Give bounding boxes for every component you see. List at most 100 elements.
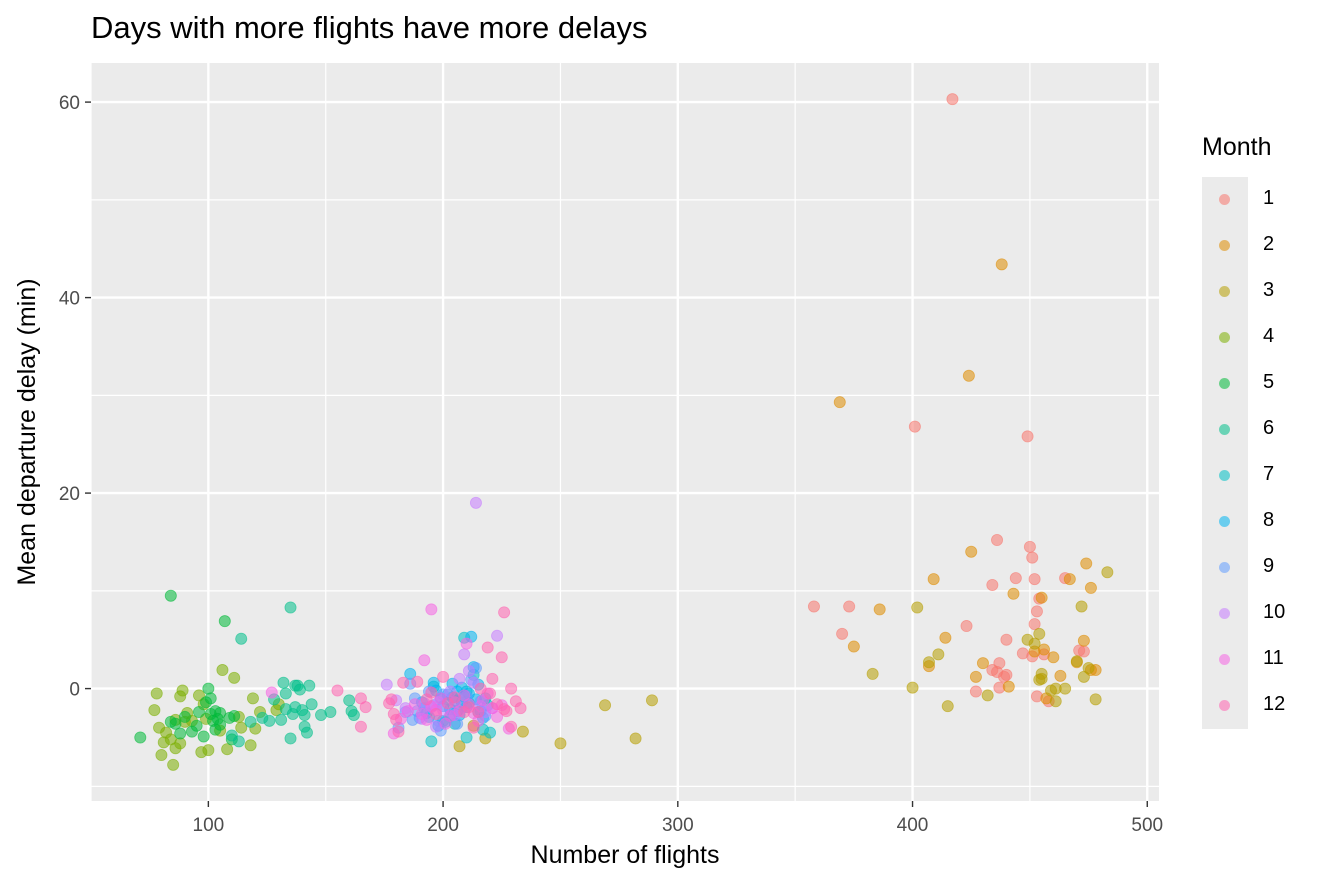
legend-key-dot (1219, 194, 1230, 205)
data-point-month-11 (418, 654, 431, 667)
legend-label: 6 (1263, 417, 1275, 439)
data-point-month-2 (1077, 634, 1090, 647)
legend-item-month-5: 5 (1202, 361, 1312, 407)
data-point-month-4 (148, 704, 161, 717)
data-point-month-2 (969, 670, 982, 683)
legend-label: 1 (1263, 187, 1275, 209)
legend-key-dot (1219, 286, 1230, 297)
data-point-month-6 (277, 676, 290, 689)
data-point-month-2 (1063, 573, 1076, 586)
data-point-month-11 (425, 603, 438, 616)
chart-title: Days with more flights have more delays (91, 10, 648, 45)
data-point-month-12 (481, 641, 494, 654)
data-point-month-10 (469, 496, 482, 509)
y-axis-ticks: 0 20 40 60 (59, 93, 91, 701)
x-tick-label: 100 (193, 815, 225, 836)
data-point-month-3 (453, 740, 466, 753)
data-point-month-12 (472, 706, 485, 719)
legend-label: 12 (1263, 693, 1286, 715)
data-point-month-2 (873, 603, 886, 616)
data-point-month-5 (164, 589, 177, 602)
data-point-month-10 (458, 648, 471, 661)
data-point-month-3 (1077, 670, 1090, 683)
data-point-month-12 (484, 687, 497, 700)
data-point-month-7 (460, 731, 473, 744)
data-point-month-4 (244, 739, 257, 752)
data-point-month-1 (1000, 633, 1013, 646)
data-point-month-12 (467, 721, 480, 734)
x-axis-title: Number of flights (531, 841, 720, 869)
data-point-month-2 (833, 396, 846, 409)
legend-key-dot (1219, 240, 1230, 251)
legend-key-background (1202, 177, 1248, 729)
data-point-month-2 (927, 573, 940, 586)
data-point-month-12 (474, 682, 487, 695)
data-point-month-2 (1007, 587, 1020, 600)
data-point-month-3 (1101, 566, 1114, 579)
data-point-month-4 (228, 671, 241, 684)
legend-label: 11 (1263, 647, 1284, 669)
data-point-month-12 (430, 708, 443, 721)
data-point-month-3 (922, 656, 935, 669)
data-point-month-6 (275, 713, 288, 726)
data-point-month-1 (1000, 668, 1013, 681)
data-point-month-11 (420, 713, 433, 726)
data-point-month-3 (1089, 693, 1102, 706)
data-point-month-12 (425, 686, 438, 699)
legend-item-month-12: 12 (1202, 683, 1312, 729)
y-tick-label: 0 (69, 680, 80, 701)
data-point-month-1 (836, 627, 849, 640)
legend-item-month-4: 4 (1202, 315, 1312, 361)
data-points (134, 93, 1114, 771)
x-tick-label: 200 (427, 815, 459, 836)
data-point-month-12 (448, 691, 461, 704)
data-point-month-12 (411, 675, 424, 688)
data-point-month-3 (1059, 682, 1072, 695)
data-point-month-11 (408, 698, 421, 711)
data-point-month-12 (486, 672, 499, 685)
grid-minor (90, 63, 1159, 801)
data-point-month-1 (969, 685, 982, 698)
data-point-month-12 (437, 670, 450, 683)
data-point-month-12 (397, 676, 410, 689)
data-point-month-1 (908, 420, 921, 433)
data-point-month-5 (169, 717, 182, 730)
data-point-month-5 (134, 731, 147, 744)
legend-item-month-8: 8 (1202, 499, 1312, 545)
legend-label: 5 (1263, 371, 1275, 393)
data-point-month-12 (498, 606, 511, 619)
data-point-month-1 (960, 620, 973, 633)
data-point-month-2 (995, 258, 1008, 271)
data-point-month-1 (1030, 605, 1043, 618)
data-point-month-6 (284, 601, 297, 614)
legend-label: 9 (1263, 555, 1275, 577)
data-point-month-10 (380, 678, 393, 691)
data-point-month-2 (962, 369, 975, 382)
y-tick-label: 60 (59, 93, 80, 114)
legend-key-dot (1219, 562, 1230, 573)
data-point-month-12 (495, 651, 508, 664)
data-point-month-2 (847, 640, 860, 653)
data-point-month-10 (453, 672, 466, 685)
data-point-month-11 (265, 686, 278, 699)
data-point-month-5 (174, 727, 187, 740)
data-point-month-6 (284, 732, 297, 745)
data-point-month-6 (244, 715, 257, 728)
data-point-month-3 (516, 725, 529, 738)
legend-item-month-7: 7 (1202, 453, 1312, 499)
data-point-month-5 (178, 710, 191, 723)
data-point-month-12 (505, 720, 518, 733)
data-point-month-12 (331, 684, 344, 697)
data-point-month-6 (235, 632, 248, 645)
data-point-month-5 (218, 615, 231, 628)
data-point-month-2 (1054, 669, 1067, 682)
data-point-month-3 (629, 732, 642, 745)
data-point-month-12 (514, 702, 527, 715)
data-point-month-1 (1028, 573, 1041, 586)
data-point-month-6 (303, 679, 316, 692)
data-point-month-2 (1047, 651, 1060, 664)
data-point-month-6 (263, 714, 276, 727)
y-axis-title: Mean departure delay (min) (13, 278, 41, 585)
data-point-month-1 (991, 534, 1004, 547)
